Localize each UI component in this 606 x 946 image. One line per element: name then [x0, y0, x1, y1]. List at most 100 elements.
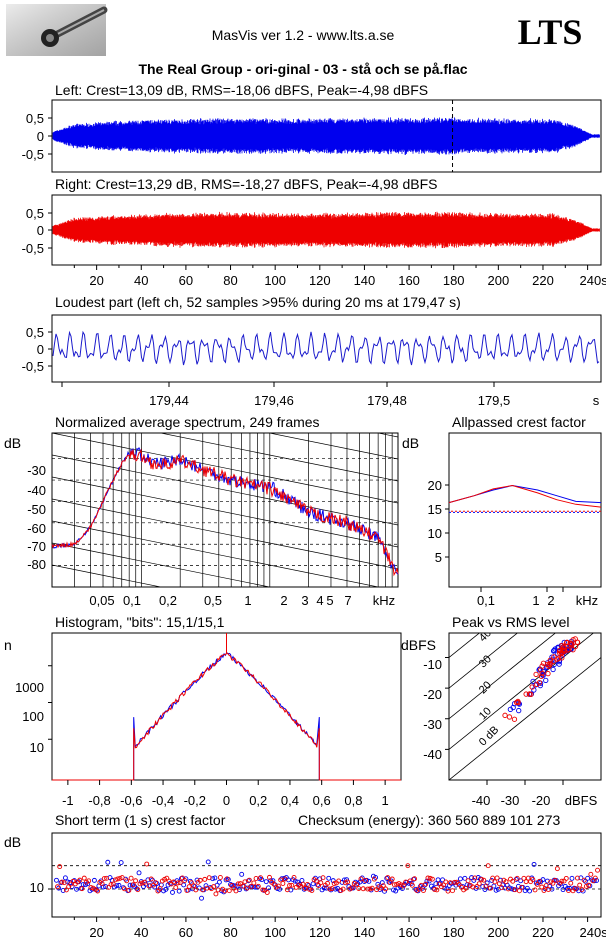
crest-point	[244, 885, 250, 891]
crest-point	[483, 883, 489, 889]
loudest-xtick-3: 179,5	[478, 393, 511, 408]
peak-rms-ytick-2: -30	[423, 717, 442, 732]
crest-point	[217, 875, 223, 880]
spectrum-right-line	[51, 448, 399, 577]
crest-point	[595, 867, 600, 873]
crest-point	[144, 861, 150, 867]
crest-point	[221, 889, 227, 895]
histogram-xtick-label: -0,8	[88, 793, 110, 808]
crest-point	[327, 886, 333, 892]
crest-point	[516, 888, 522, 894]
crest-point	[284, 887, 290, 893]
loudest-ytick-0: 0,5	[26, 325, 44, 340]
crest-point	[433, 881, 439, 887]
peak-rms-ytick-3: -40	[423, 747, 442, 762]
spectrum-xtick-2: 0,2	[159, 593, 177, 608]
crest-point	[253, 876, 259, 881]
crest-point	[479, 876, 484, 882]
crest-point	[563, 875, 569, 881]
allpassed-ytick-3: 5	[435, 550, 442, 565]
crest-point	[242, 879, 248, 885]
crest-point	[342, 880, 348, 886]
crest-point	[233, 888, 239, 894]
crest-point	[118, 860, 124, 866]
histogram-right-line	[52, 652, 401, 781]
crest-point	[291, 874, 297, 880]
right-ytick-2: -0,5	[22, 241, 44, 256]
crest-point	[77, 877, 83, 883]
crest-point	[60, 888, 66, 893]
peak-rms-label: Peak vs RMS level	[452, 614, 569, 630]
file-title: The Real Group - ori-ginal - 03 - stå oc…	[138, 61, 467, 77]
crest-point	[86, 878, 92, 884]
crest-point	[549, 886, 555, 892]
histogram-ytick-1: 100	[22, 709, 44, 724]
crest-point	[400, 883, 406, 889]
crest-point	[360, 886, 366, 892]
crest-point	[427, 875, 433, 881]
peak-rms-frame	[448, 632, 602, 781]
peak-rms-point	[570, 637, 576, 643]
crest-point	[383, 886, 388, 892]
crest-point	[403, 879, 409, 885]
crest-point	[153, 880, 159, 886]
peak-rms-point	[516, 701, 523, 707]
time-tick-label: 200	[487, 273, 509, 288]
time-axis-top: 20 40 60 80 100 120 140 160 180 200 220 240s	[73, 265, 606, 288]
left-ytick-2: -0,5	[22, 147, 44, 162]
peak-rms-point	[506, 714, 513, 720]
crest-point	[186, 884, 192, 890]
crest-point	[257, 876, 262, 882]
time-tick-label: 160	[398, 273, 420, 288]
crest-point	[235, 881, 241, 887]
spectrum-slope	[52, 520, 380, 587]
crest-point	[206, 875, 212, 881]
crest-point	[199, 895, 204, 901]
crest-point	[116, 882, 122, 888]
peak-rms-point	[544, 661, 551, 668]
time-tick-label: 240s	[580, 925, 606, 940]
crest-point	[163, 886, 169, 892]
crest-point	[246, 877, 252, 883]
crest-point	[357, 879, 363, 885]
crest-point	[136, 870, 142, 876]
crest-point	[251, 880, 257, 886]
crest-point	[191, 883, 197, 889]
crest-point	[275, 883, 281, 889]
crest-point	[365, 886, 371, 892]
crest-point	[148, 876, 154, 882]
left-yticks	[48, 117, 52, 155]
crest-point	[462, 875, 468, 881]
histogram-xtick-label: 0,8	[344, 793, 362, 808]
crest-point	[99, 881, 105, 887]
crest-point	[510, 878, 516, 884]
time-tick-label: 60	[179, 273, 193, 288]
crest-point	[193, 887, 199, 893]
crest-point	[204, 885, 210, 891]
spectrum-xtick-6: 3	[301, 593, 308, 608]
spectrum-slope	[52, 564, 163, 587]
crest-point	[445, 888, 451, 894]
peak-rms-point	[560, 644, 567, 650]
crest-point	[499, 885, 505, 891]
peak-rms-xtick-1: -30	[501, 793, 520, 808]
histogram-left-line	[52, 651, 401, 781]
crest-point	[313, 878, 319, 884]
crest-point	[354, 882, 359, 888]
crest-point	[387, 880, 393, 885]
peak-rms-point	[564, 639, 570, 645]
crest-point	[182, 878, 188, 883]
crest-point	[271, 881, 277, 887]
crest-point	[115, 876, 121, 882]
spectrum-ytick-2: -50	[27, 502, 46, 517]
waveform-body	[52, 117, 600, 155]
crest-point	[289, 882, 295, 888]
crest-point	[200, 887, 205, 893]
crest-point	[581, 877, 587, 883]
histogram-frame	[51, 632, 402, 781]
right-ytick-0: 0,5	[26, 206, 44, 221]
histogram-panel: Histogram, "bits": 15,1/15,1 n 1000 100 …	[4, 614, 402, 808]
spectrum-xtick-3: 0,5	[204, 593, 222, 608]
crest-point	[518, 878, 524, 884]
crest-point	[133, 878, 139, 884]
